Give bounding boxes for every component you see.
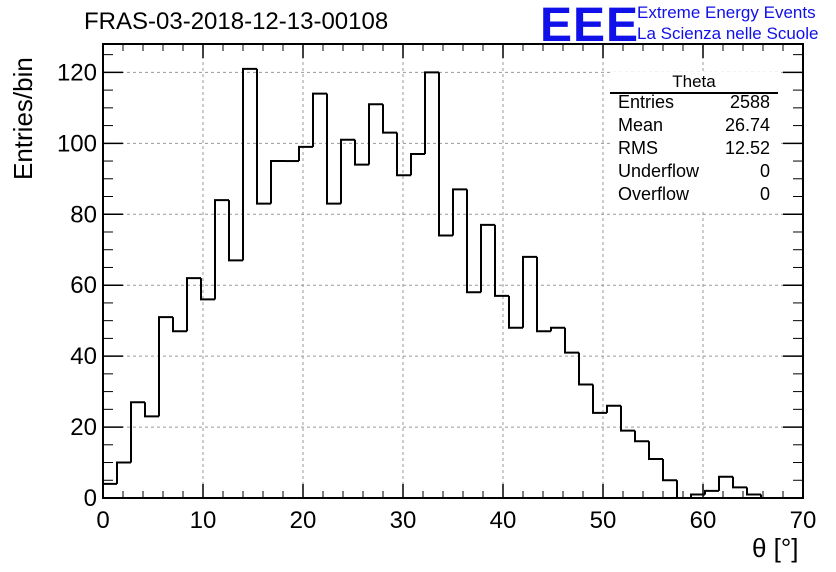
histogram-bin: [144, 402, 159, 418]
y-tick-label: 60: [70, 272, 97, 299]
histogram-bin: [508, 295, 523, 329]
histogram-bin: [130, 401, 145, 463]
histogram-bin: [704, 489, 719, 495]
histogram-bin: [382, 104, 397, 134]
histogram-bin: [298, 145, 313, 162]
x-tick-label: 60: [690, 507, 717, 534]
histogram-series: [102, 67, 803, 499]
histogram-bin: [312, 92, 327, 147]
stats-key: RMS: [618, 138, 658, 158]
logo-text-line1: Extreme Energy Events: [637, 3, 816, 22]
histogram-bin: [578, 352, 593, 386]
x-tick-label: 70: [790, 507, 817, 534]
stats-key: Mean: [618, 115, 664, 135]
histogram-bin: [256, 68, 271, 205]
histogram-bin: [326, 93, 341, 205]
y-axis-label: Entries/bin: [8, 57, 38, 180]
histogram-bin: [102, 482, 117, 498]
tick-labels: 0 10 20 30 40 50 60 70 0 20 40 60 80 100 120: [57, 59, 816, 534]
histogram-bin: [116, 461, 131, 484]
histogram-bin: [634, 430, 649, 443]
histogram-bin: [606, 404, 621, 413]
stats-value: 26.74: [724, 115, 770, 135]
histogram-bin: [662, 458, 677, 482]
histogram-bin: [186, 277, 201, 332]
x-tick-label: 30: [390, 507, 417, 534]
stats-value: 0: [759, 184, 770, 204]
histogram-bin: [396, 132, 411, 177]
histogram-bin: [340, 138, 355, 204]
logo-text-line2: La Scienza nelle Scuole: [637, 24, 819, 43]
y-tick-label: 40: [70, 343, 97, 370]
histogram-bin: [746, 487, 761, 496]
histogram-bin: [550, 326, 565, 332]
stats-value: 2588: [729, 92, 770, 112]
stats-value: 0: [759, 161, 770, 181]
plot-frame: [102, 43, 804, 499]
stats-row-overflow: Overflow 0: [618, 184, 770, 206]
histogram-bin: [354, 139, 369, 166]
histogram-bin: [522, 255, 537, 328]
y-tick-label: 120: [57, 59, 97, 86]
stats-key: Overflow: [618, 184, 690, 204]
x-axis-label: θ [°]: [752, 533, 799, 563]
histogram-bin: [410, 152, 425, 176]
y-tick-label: 80: [70, 201, 97, 228]
histogram-bin: [676, 480, 691, 499]
x-tick-label: 0: [96, 507, 109, 534]
histogram-bin: [172, 317, 187, 333]
x-tick-label: 10: [190, 507, 217, 534]
histogram-bin: [270, 160, 285, 204]
histogram-bin: [690, 493, 705, 498]
stats-value: 12.52: [724, 138, 770, 158]
histogram-bin: [620, 405, 635, 432]
stats-row-rms: RMS 12.52: [618, 138, 770, 160]
histogram-bin: [228, 200, 243, 262]
histogram-bin: [732, 476, 747, 489]
histogram-bin: [214, 199, 229, 300]
eee-logo: EEE: [540, 0, 640, 52]
histogram-bin: [368, 103, 383, 165]
stats-box: Theta Entries 2588 Mean 26.74 RMS 12.52 …: [610, 72, 778, 212]
histogram-bin: [242, 67, 257, 261]
x-tick-label: 20: [290, 507, 317, 534]
x-tick-label: 50: [590, 507, 617, 534]
histogram-bin: [494, 224, 509, 297]
stats-row-entries: Entries 2588: [618, 92, 770, 114]
y-tick-label: 0: [84, 485, 97, 512]
histogram-bin: [452, 188, 467, 236]
histogram-bin: [466, 189, 481, 294]
stats-key: Underflow: [618, 161, 700, 181]
histogram-bin: [648, 441, 663, 460]
histogram-bin: [480, 223, 495, 293]
histogram-bin: [438, 72, 453, 237]
histogram-bin: [536, 256, 551, 333]
histogram-bin: [200, 278, 215, 301]
histogram-bin: [592, 384, 607, 414]
histogram-bin: [718, 475, 733, 491]
stats-key: Entries: [618, 92, 675, 112]
stats-row-underflow: Underflow 0: [618, 161, 770, 183]
x-tick-label: 40: [490, 507, 517, 534]
histogram-bin: [424, 71, 439, 154]
y-tick-label: 100: [57, 130, 97, 157]
stats-title: Theta: [672, 72, 716, 91]
stats-divider: [610, 92, 778, 94]
histogram-bin: [564, 327, 579, 354]
stats-row-mean: Mean 26.74: [618, 115, 770, 137]
chart-title: FRAS-03-2018-12-13-00108: [84, 8, 389, 35]
y-tick-label: 20: [70, 414, 97, 441]
histogram-bin: [158, 316, 173, 417]
